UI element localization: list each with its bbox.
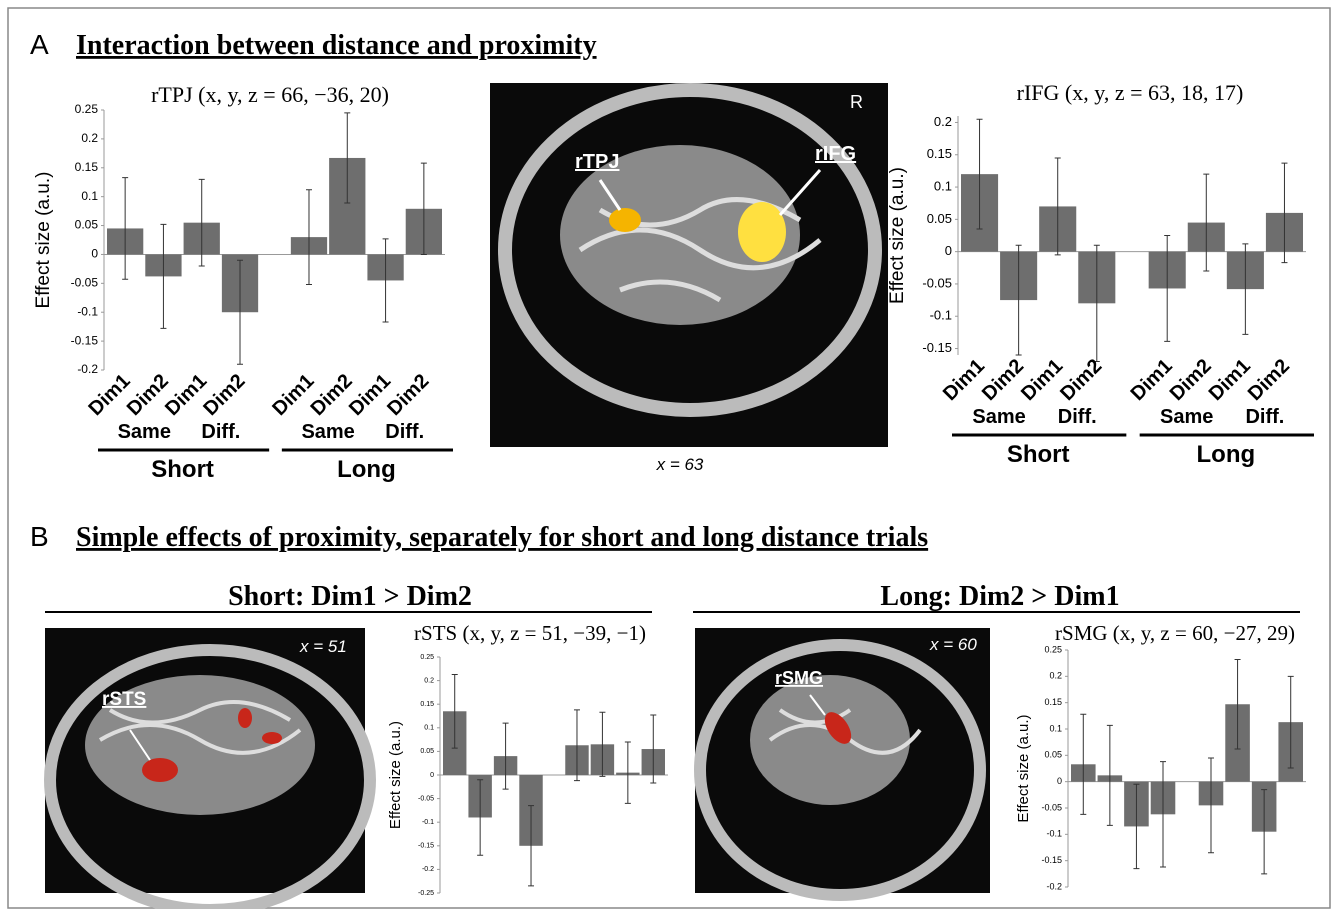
chart-title: rSTS (x, y, z = 51, −39, −1) [414, 621, 646, 645]
y-tick-label: -0.15 [922, 340, 952, 355]
y-tick-label: -0.15 [71, 333, 99, 347]
panel-title: Simple effects of proximity, separately … [76, 522, 928, 553]
subgroup-label: Same [118, 421, 171, 443]
y-tick-label: -0.05 [418, 795, 434, 802]
subgroup-label: Diff. [385, 421, 424, 443]
y-tick-label: -0.2 [422, 866, 434, 873]
group-label: Short [1007, 441, 1070, 468]
y-tick-label: 0.05 [420, 748, 434, 755]
y-axis-label: Effect size (a.u.) [33, 172, 54, 309]
y-tick-label: 0.1 [934, 178, 952, 193]
y-tick-label: 0 [945, 243, 952, 258]
y-tick-label: 0.25 [75, 102, 99, 116]
region-label: rTPJ [575, 151, 619, 173]
chart-title: rSMG (x, y, z = 60, −27, 29) [1055, 621, 1295, 645]
y-tick-label: -0.05 [1041, 802, 1062, 812]
group-label: Long [337, 456, 396, 483]
y-tick-label: -0.25 [418, 890, 434, 897]
y-tick-label: 0.15 [1044, 697, 1062, 707]
y-tick-label: 0 [91, 247, 98, 261]
y-tick-label: -0.1 [77, 304, 98, 318]
brain-image: rTPJ rIFG R [490, 83, 888, 447]
y-tick-label: 0.1 [424, 725, 434, 732]
group-label: Short [151, 456, 214, 483]
slice-label: x = 51 [299, 637, 347, 656]
y-tick-label: -0.05 [922, 275, 952, 290]
brain-image: rSTS x = 51 [45, 628, 370, 909]
y-tick-label: 0.05 [927, 211, 952, 226]
y-tick-label: 0.15 [927, 146, 952, 161]
y-tick-label: 0 [1057, 776, 1062, 786]
y-tick-label: -0.15 [418, 843, 434, 850]
y-tick-label: 0.05 [75, 218, 99, 232]
y-axis-label: Effect size (a.u.) [887, 167, 908, 304]
chart-title: rTPJ (x, y, z = 66, −36, 20) [151, 82, 389, 107]
panel-letter: B [30, 521, 49, 552]
y-tick-label: 0 [430, 772, 434, 779]
subgroup-label: Diff. [1058, 406, 1097, 428]
slice-label: x = 60 [929, 635, 977, 654]
y-tick-label: 0.2 [934, 114, 952, 129]
y-tick-label: 0.2 [1049, 671, 1062, 681]
y-tick-label: -0.05 [71, 276, 99, 290]
y-axis-label: Effect size (a.u.) [387, 721, 404, 829]
section-heading: Short: Dim1 > Dim2 [228, 581, 472, 612]
y-tick-label: 0.25 [1044, 644, 1062, 654]
panel-title: Interaction between distance and proximi… [76, 30, 597, 61]
y-tick-label: 0.2 [424, 677, 434, 684]
orientation-label: R [850, 92, 863, 112]
y-tick-label: 0.2 [81, 131, 98, 145]
y-tick-label: 0.15 [420, 701, 434, 708]
y-tick-label: -0.1 [1046, 829, 1062, 839]
subgroup-label: Diff. [1245, 406, 1284, 428]
subgroup-label: Same [301, 421, 354, 443]
y-axis-label: Effect size (a.u.) [1015, 714, 1032, 822]
group-label: Long [1197, 441, 1256, 468]
y-tick-label: 0.15 [75, 160, 99, 174]
subgroup-label: Same [1160, 406, 1213, 428]
y-tick-label: -0.1 [422, 819, 434, 826]
y-tick-label: 0.25 [420, 654, 434, 661]
y-tick-label: -0.15 [1041, 855, 1062, 865]
y-tick-label: -0.2 [77, 362, 98, 376]
section-heading: Long: Dim2 > Dim1 [880, 581, 1119, 612]
subgroup-label: Diff. [201, 421, 240, 443]
brain-image: rSMG x = 60 [695, 628, 990, 895]
y-tick-label: 0.05 [1044, 750, 1062, 760]
region-label: rIFG [815, 143, 856, 165]
image-caption: x = 63 [656, 455, 704, 474]
panel-letter: A [30, 29, 49, 60]
y-tick-label: -0.2 [1046, 881, 1062, 891]
region-label: rSTS [102, 689, 146, 710]
y-tick-label: 0.1 [81, 189, 98, 203]
y-tick-label: -0.1 [930, 308, 952, 323]
figure: A Interaction between distance and proxi… [0, 0, 1338, 909]
chart-title: rIFG (x, y, z = 63, 18, 17) [1017, 80, 1244, 105]
subgroup-label: Same [972, 406, 1025, 428]
y-tick-label: 0.1 [1049, 723, 1062, 733]
region-label: rSMG [775, 668, 823, 688]
